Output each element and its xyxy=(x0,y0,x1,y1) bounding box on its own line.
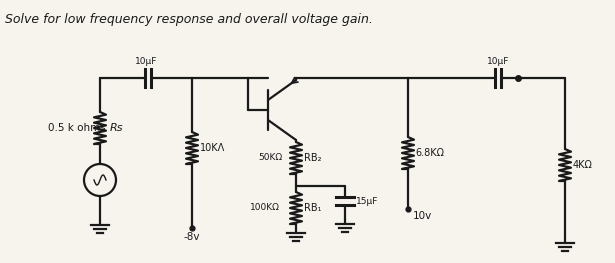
Text: 50KΩ: 50KΩ xyxy=(258,154,282,163)
Text: 10μF: 10μF xyxy=(135,57,157,66)
Text: 100KΩ: 100KΩ xyxy=(250,204,280,213)
Text: 4KΩ: 4KΩ xyxy=(573,160,593,170)
Text: Solve for low frequency response and overall voltage gain.: Solve for low frequency response and ove… xyxy=(5,13,373,26)
Text: 6.8KΩ: 6.8KΩ xyxy=(415,148,444,158)
Text: 10KΛ: 10KΛ xyxy=(200,143,225,153)
Text: 10v: 10v xyxy=(413,211,432,221)
Text: 0.5 k ohms: 0.5 k ohms xyxy=(48,123,106,133)
Text: 10μF: 10μF xyxy=(487,57,509,66)
Text: RB₁: RB₁ xyxy=(304,203,322,213)
Text: 15μF: 15μF xyxy=(356,196,378,205)
Text: -8v: -8v xyxy=(184,232,200,242)
Text: RB₂: RB₂ xyxy=(304,153,322,163)
Text: Rs: Rs xyxy=(110,123,124,133)
